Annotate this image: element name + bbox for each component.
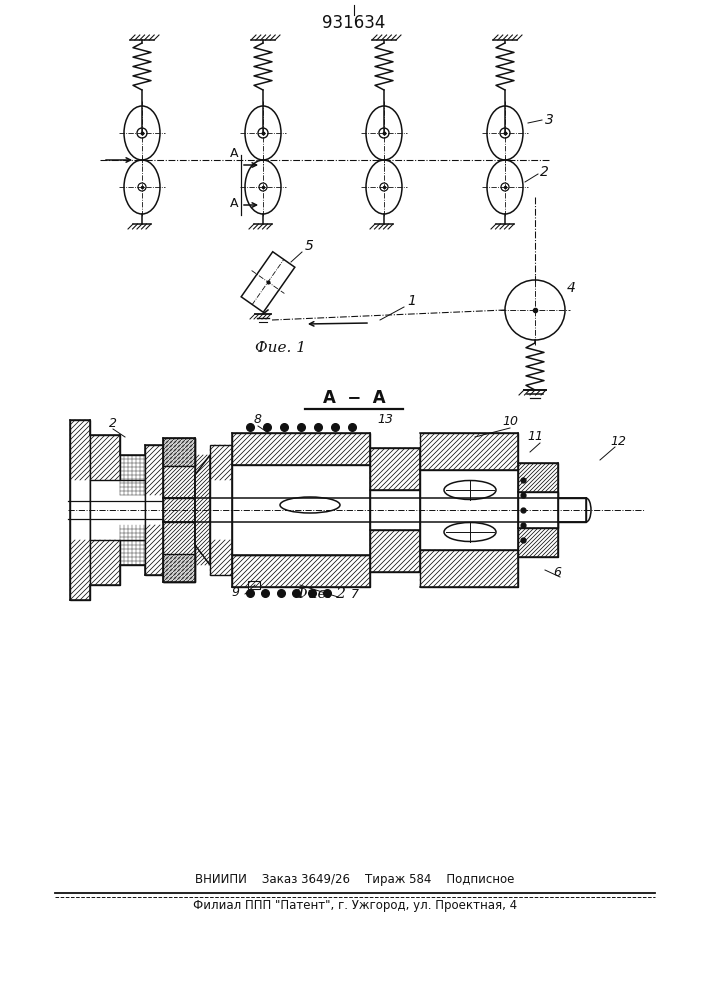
Text: A  −  A: A − A: [322, 389, 385, 407]
Text: Фие. 2: Фие. 2: [295, 587, 346, 601]
Text: ВНИИПИ    Заказ 3649/26    Тираж 584    Подписное: ВНИИПИ Заказ 3649/26 Тираж 584 Подписное: [195, 873, 515, 886]
Bar: [518, 463, 558, 557]
Text: Фие. 1: Фие. 1: [255, 341, 306, 355]
Text: 6: 6: [553, 566, 561, 579]
Text: 8: 8: [254, 413, 262, 426]
Text: A: A: [230, 147, 238, 160]
Text: 7: 7: [351, 588, 359, 601]
Text: 2: 2: [109, 417, 117, 430]
Bar: [420, 470, 518, 550]
Bar: [163, 438, 195, 466]
Text: 10: 10: [502, 415, 518, 428]
Polygon shape: [195, 455, 210, 565]
Text: 9: 9: [231, 586, 239, 599]
Bar: [370, 490, 420, 530]
Text: 4: 4: [567, 281, 576, 295]
Bar: [232, 465, 370, 555]
Ellipse shape: [280, 497, 340, 513]
Bar: [70, 420, 90, 600]
Text: 1: 1: [407, 294, 416, 308]
Bar: [90, 435, 120, 585]
Bar: [420, 433, 518, 587]
Bar: [163, 438, 195, 582]
Bar: [518, 492, 558, 528]
Text: 5: 5: [305, 239, 314, 253]
Bar: [232, 433, 370, 465]
Text: 13: 13: [377, 413, 393, 426]
Bar: [370, 448, 420, 572]
Bar: [120, 525, 145, 565]
Text: A: A: [230, 197, 238, 210]
Bar: [210, 445, 232, 575]
Bar: [120, 455, 145, 495]
Bar: [163, 498, 195, 522]
Text: 931634: 931634: [322, 14, 386, 32]
Ellipse shape: [444, 481, 496, 499]
Bar: [232, 555, 370, 587]
Ellipse shape: [444, 522, 496, 542]
Bar: [195, 475, 210, 545]
Bar: [163, 554, 195, 582]
Bar: [145, 445, 163, 575]
Text: 3: 3: [545, 113, 554, 127]
Text: Филиал ППП "Патент", г. Ужгород, ул. Проектная, 4: Филиал ППП "Патент", г. Ужгород, ул. Про…: [193, 899, 517, 912]
Text: 11: 11: [527, 430, 543, 443]
Text: 2: 2: [540, 165, 549, 179]
Bar: [90, 480, 145, 540]
Bar: [248, 581, 260, 589]
Bar: [558, 498, 586, 522]
Text: 12: 12: [610, 435, 626, 448]
